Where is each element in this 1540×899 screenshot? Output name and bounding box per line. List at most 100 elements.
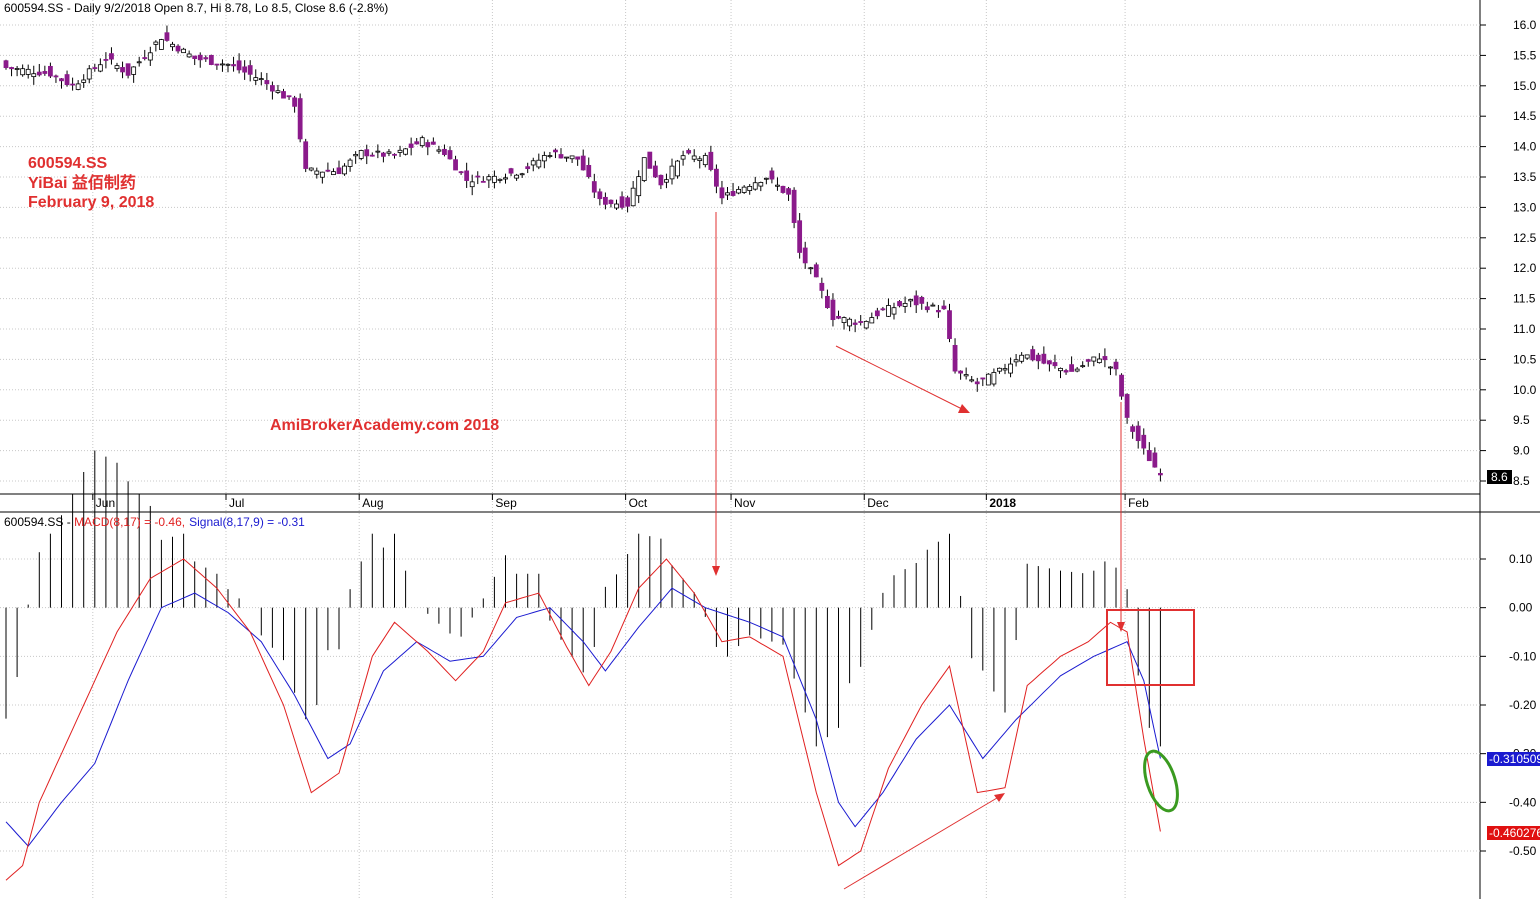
annotation-date: February 9, 2018 — [28, 194, 154, 211]
arrow-head-feb — [1117, 622, 1125, 632]
candle-body — [580, 155, 586, 171]
candle-body — [836, 315, 841, 319]
month-label: Jun — [96, 496, 115, 510]
candle-body — [847, 318, 852, 327]
candle-body — [763, 177, 769, 180]
candle-body — [53, 75, 59, 78]
candle-body — [813, 264, 819, 278]
candle-body — [153, 41, 159, 45]
candle-body — [708, 151, 714, 170]
candle-body — [664, 179, 669, 183]
candle-body — [936, 310, 941, 313]
candle-body — [286, 95, 292, 98]
candle-body — [236, 60, 242, 71]
candle-body — [97, 64, 103, 72]
candle-body — [447, 150, 453, 160]
signal-line — [5, 587, 1161, 847]
arrow-macd-trend — [843, 794, 1003, 890]
macd-value-tag-bg — [1487, 826, 1540, 840]
candle-body — [858, 321, 864, 323]
candle-body — [175, 45, 181, 52]
candle-body — [1024, 354, 1030, 359]
candle-body — [641, 157, 647, 181]
candle-body — [775, 184, 780, 187]
candle-body — [297, 98, 303, 140]
candle-body — [1085, 359, 1091, 362]
candle-body — [1108, 366, 1113, 369]
macd-tick-label: -0.50 — [1509, 844, 1537, 858]
candle-body — [75, 83, 81, 90]
candle-body — [519, 173, 525, 176]
candle-body — [980, 377, 986, 380]
month-label: 2018 — [989, 496, 1016, 510]
candle-body — [325, 169, 331, 172]
candle-body — [1019, 354, 1025, 362]
macd-tick-label: -0.10 — [1509, 649, 1537, 663]
candle-body — [1058, 367, 1063, 372]
macd-value-tag-text: -0.460276 — [1489, 826, 1540, 840]
candle-body — [652, 165, 658, 178]
macd-histogram — [5, 450, 1161, 747]
candle-body — [9, 67, 14, 70]
candle-body — [630, 187, 636, 207]
candle-body — [985, 373, 991, 386]
candle-body — [597, 191, 603, 200]
candle-body — [586, 165, 592, 178]
price-tick-label: 13.5 — [1513, 170, 1537, 184]
candle-body — [109, 53, 114, 60]
candle-body — [725, 192, 730, 196]
candle-body — [125, 63, 131, 76]
last-price-tag-text: 8.6 — [1491, 470, 1508, 484]
candle-body — [3, 60, 9, 69]
month-label: Oct — [629, 496, 648, 510]
candle-body — [347, 159, 353, 167]
candle-body — [369, 154, 375, 157]
candle-body — [913, 295, 919, 306]
month-label: Jul — [229, 496, 244, 510]
candle-body — [830, 299, 836, 321]
macd-header-macd: MACD(8,17) = -0.46, — [74, 515, 185, 529]
candle-body — [1074, 368, 1080, 372]
candle-body — [991, 372, 997, 385]
candle-body — [758, 182, 764, 187]
candle-body — [691, 155, 697, 160]
candle-body — [730, 190, 736, 196]
candle-body — [547, 155, 553, 157]
candle-body — [564, 156, 569, 159]
candle-body — [536, 159, 542, 168]
candle-body — [1091, 356, 1097, 362]
candle-body — [702, 155, 708, 166]
candle-body — [658, 174, 664, 186]
candle-body — [886, 305, 891, 317]
candle-body — [919, 297, 925, 304]
candle-body — [142, 57, 148, 59]
month-label: Aug — [362, 496, 383, 510]
macd-tick-label: -0.20 — [1509, 698, 1537, 712]
arrow-head-macd-trend — [994, 793, 1005, 802]
candle-body — [408, 143, 414, 148]
candlesticks — [3, 25, 1163, 482]
candle-body — [625, 197, 630, 207]
price-tick-label: 14.0 — [1513, 140, 1537, 154]
candle-body — [558, 154, 564, 159]
candle-body — [1052, 362, 1058, 367]
candle-body — [42, 71, 48, 74]
candle-body — [947, 310, 952, 339]
candle-body — [192, 55, 198, 60]
candle-body — [486, 176, 492, 181]
candle-body — [874, 310, 880, 317]
candle-body — [197, 54, 203, 61]
candle-body — [619, 196, 625, 208]
candle-body — [1124, 394, 1130, 418]
macd-header: 600594.SS - MACD(8,17) = -0.46, Signal(8,… — [4, 515, 305, 529]
candle-body — [752, 182, 758, 190]
candle-body — [997, 367, 1002, 372]
candle-body — [475, 175, 481, 178]
candle-body — [614, 203, 619, 209]
candle-body — [308, 167, 314, 171]
candle-body — [553, 149, 558, 153]
candle-body — [852, 322, 858, 325]
candle-body — [880, 308, 886, 311]
candle-body — [825, 295, 830, 309]
candle-body — [225, 63, 231, 66]
